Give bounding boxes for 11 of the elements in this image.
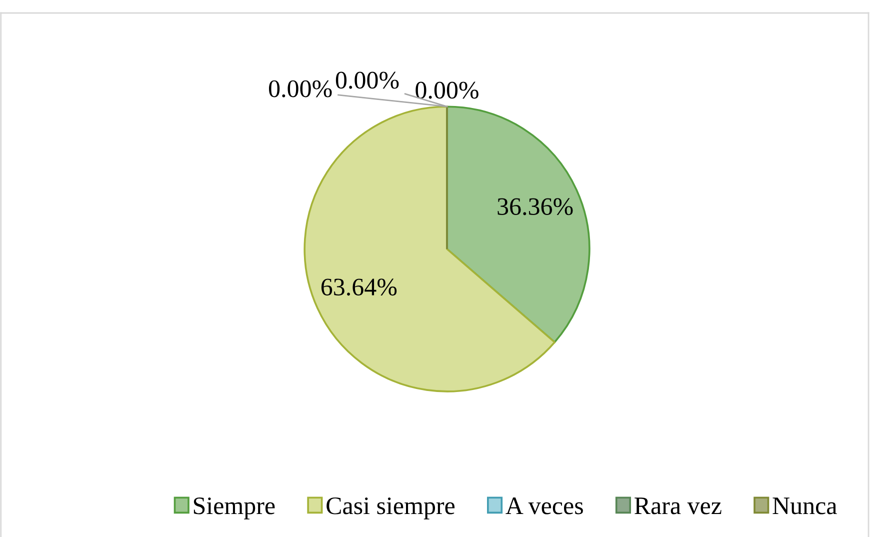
legend-label: A veces [506, 498, 583, 514]
legend-label: Siempre [194, 497, 275, 520]
legend-label: Rara vez [634, 498, 722, 514]
text: 0.00% [416, 82, 478, 99]
text: 0.00% [268, 80, 332, 98]
legend-label: Casi siempre [326, 497, 455, 520]
text: 0.00% [336, 72, 399, 89]
legend-label: Nunca [772, 498, 837, 514]
data-label: 63.64% [321, 278, 397, 296]
data-label: 36.36% [498, 198, 573, 216]
pie-slice [446, 106, 590, 344]
